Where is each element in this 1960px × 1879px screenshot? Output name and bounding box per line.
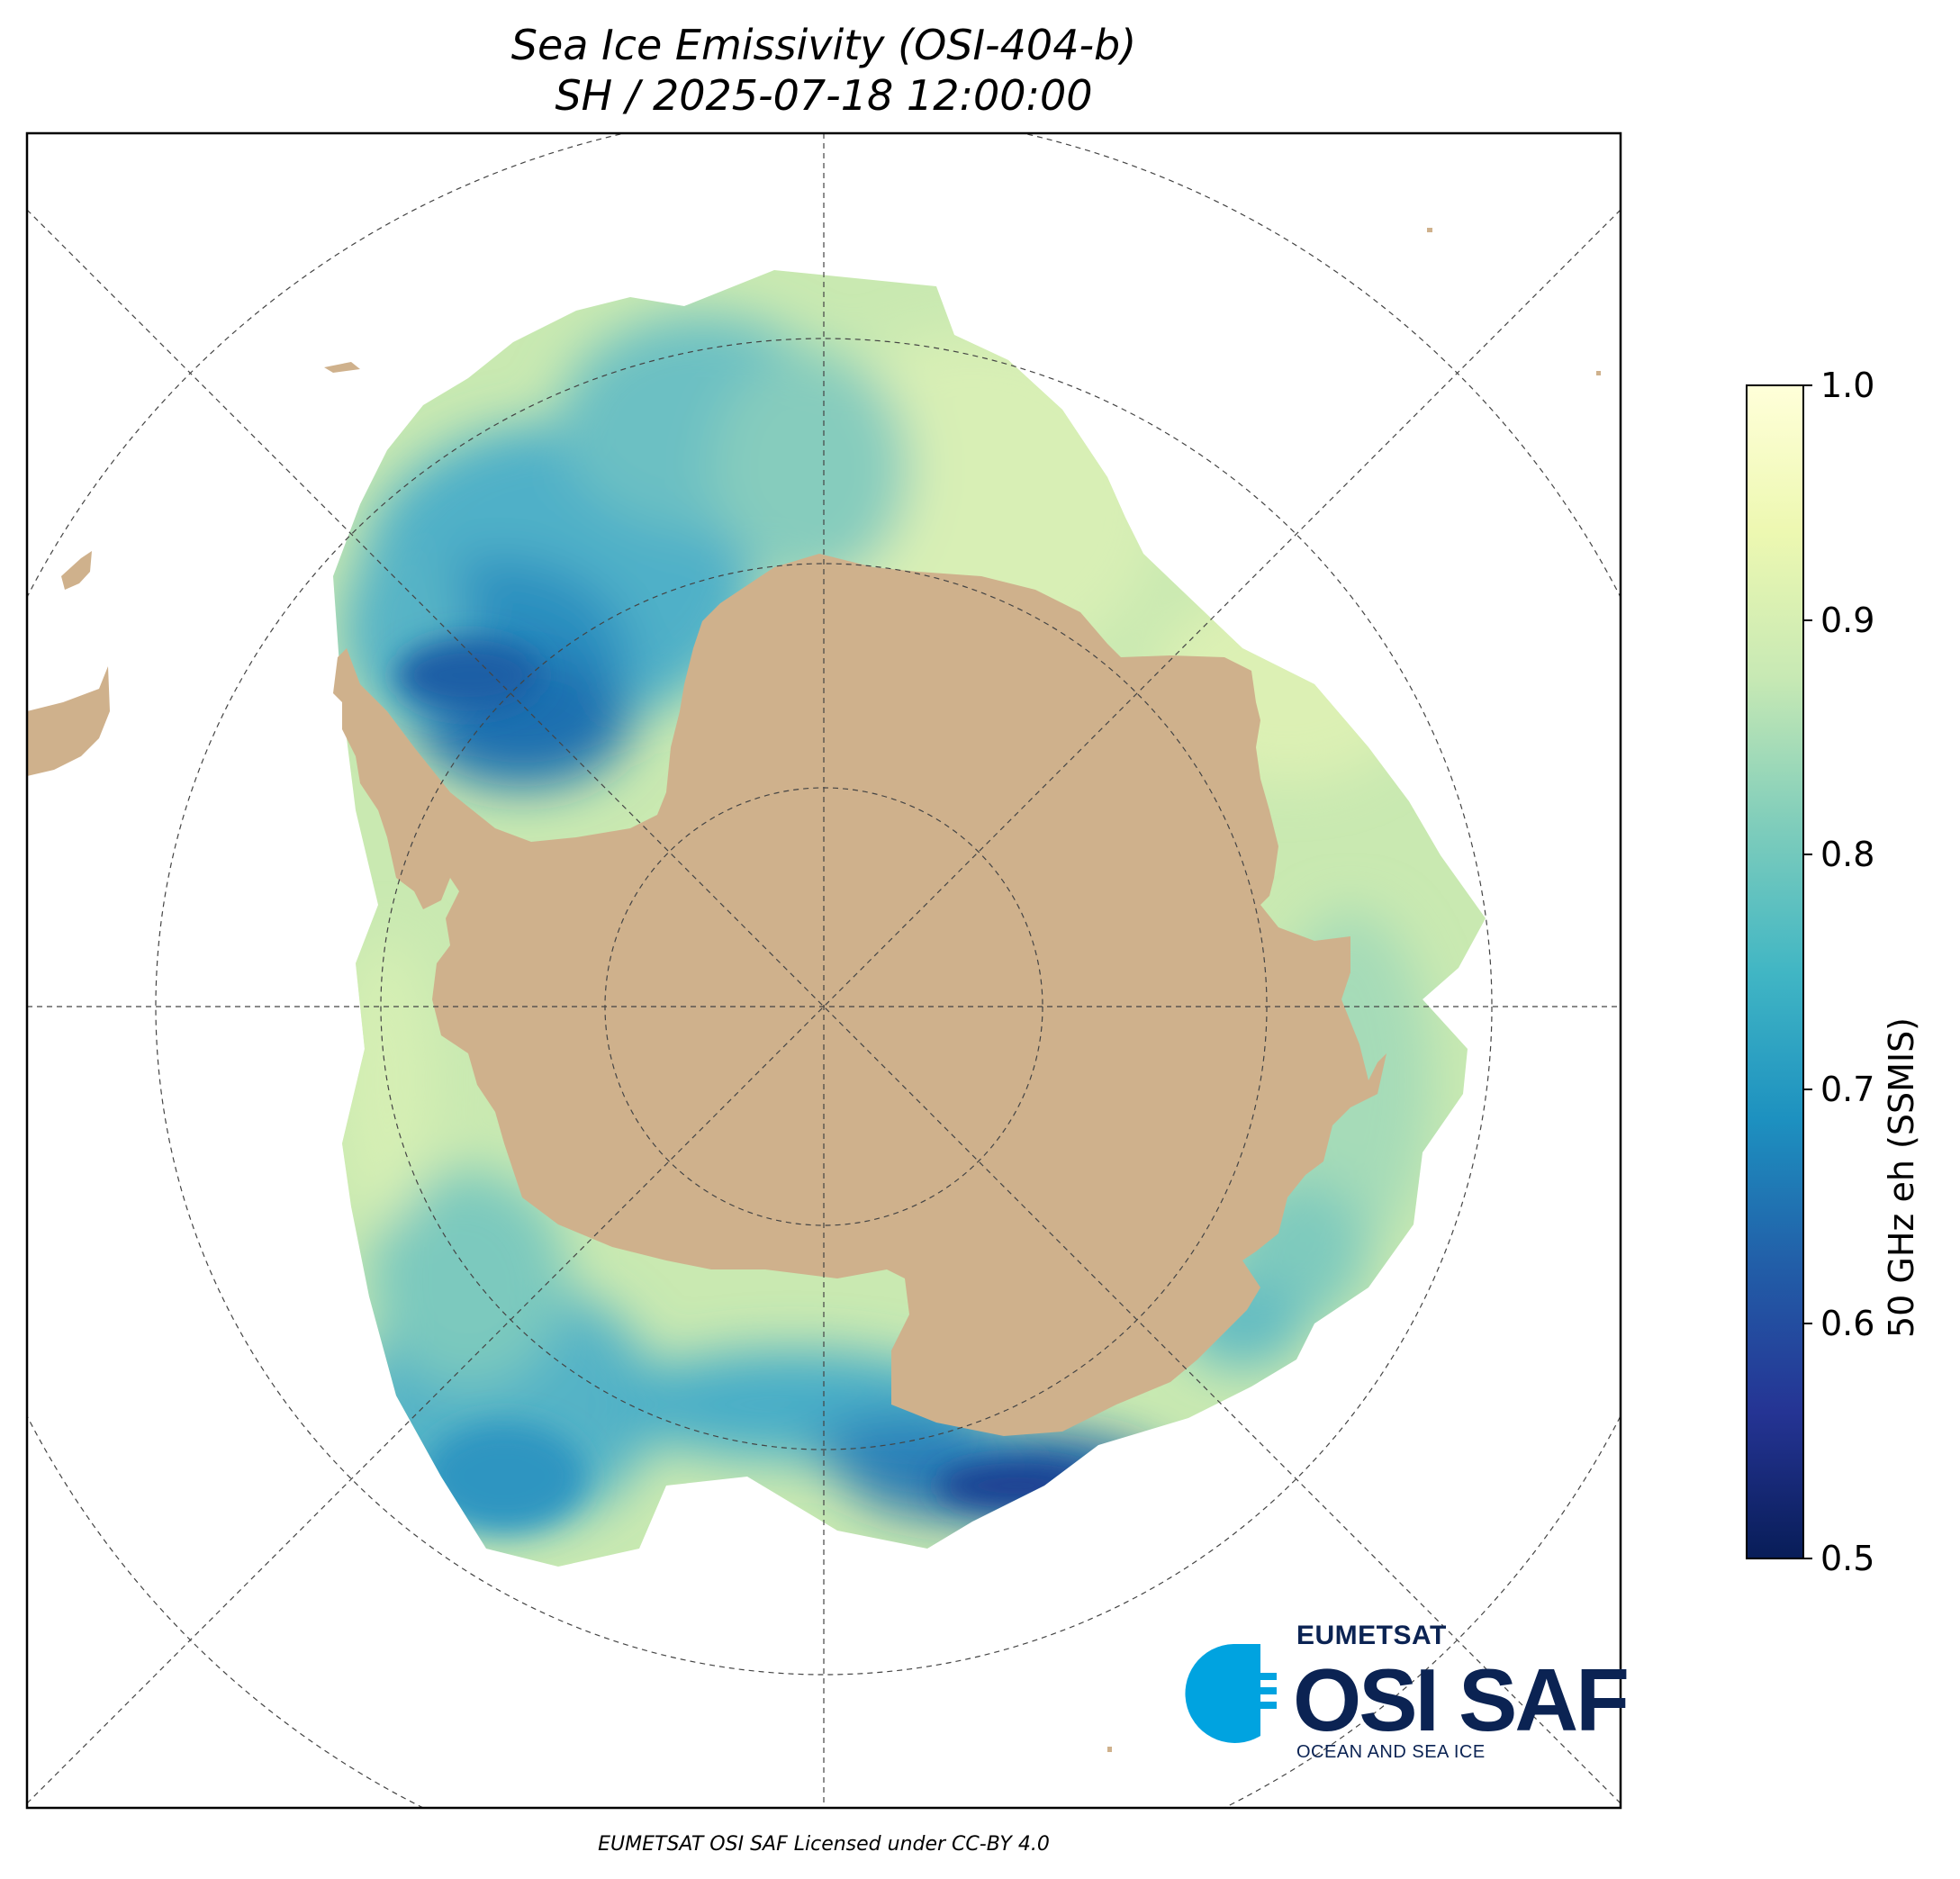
island-marker [1427,228,1432,232]
colorbar-label: 50 GHz eh (SSMIS) [1882,1016,1921,1339]
south-america-tip [27,666,110,776]
title-line-1: Sea Ice Emissivity (OSI-404-b) [510,21,1137,69]
antarctica-landmass [333,554,1386,1436]
colorbar-tick-label: 0.9 [1820,601,1875,640]
colorbar-tick-label: 1.0 [1820,366,1875,405]
colorbar-tick-label: 0.6 [1820,1304,1875,1343]
falkland-islands [61,551,92,590]
osisaf-logo-icon [1185,1644,1277,1743]
logo-name-text: OSI SAF [1293,1650,1630,1749]
island-marker [1596,371,1601,375]
island-marker [1107,1747,1112,1752]
colorbar-tick-label: 0.8 [1820,835,1875,874]
colorbar [1746,384,1804,1559]
license-footer: EUMETSAT OSI SAF Licensed under CC-BY 4.… [598,1833,1050,1856]
logo-tagline: OCEAN AND SEA ICE [1296,1742,1486,1762]
colorbar-ticks [1803,384,1812,1559]
south-georgia [324,362,360,373]
colorbar-tick-label: 0.5 [1820,1539,1875,1578]
title-line-2: SH / 2025-07-18 12:00:00 [555,71,1093,120]
colorbar-tick-label: 0.7 [1820,1070,1875,1109]
logo-org-text: EUMETSAT [1296,1621,1447,1650]
map-frame [25,131,1622,1810]
graticule [27,133,1621,1808]
